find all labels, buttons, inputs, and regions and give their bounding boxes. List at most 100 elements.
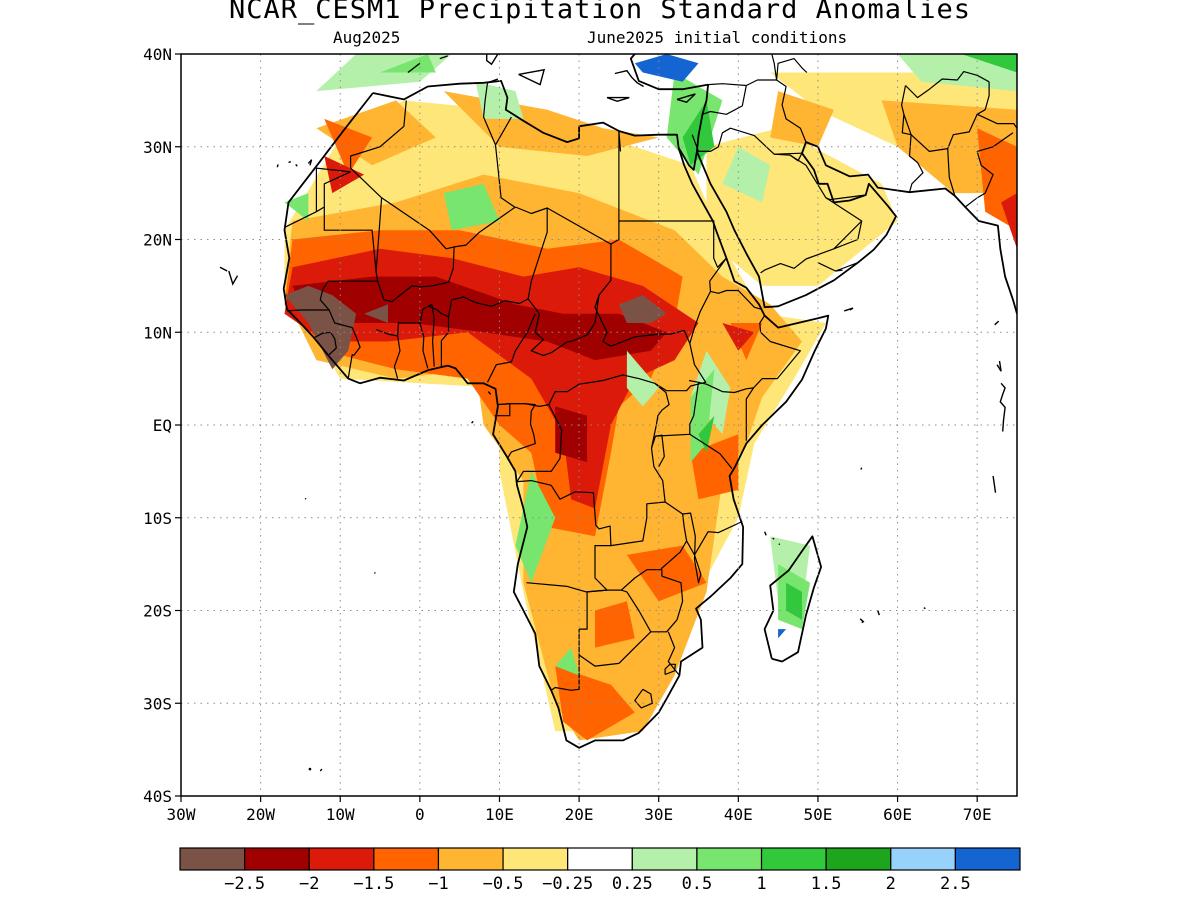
country-border xyxy=(550,629,580,691)
country-border xyxy=(286,207,379,312)
anomaly-dry-severe-area xyxy=(284,285,357,370)
africa-coastline xyxy=(282,80,830,749)
colorbar-swatch xyxy=(308,847,375,871)
colorbar-label: 2 xyxy=(886,874,896,894)
anomaly-wet-moderate-area xyxy=(515,471,556,583)
colorbar-swatch xyxy=(954,847,1021,871)
lon-tick-label: 60E xyxy=(883,805,912,824)
country-border xyxy=(905,70,990,99)
island xyxy=(486,54,499,66)
country-border xyxy=(375,197,383,273)
country-border xyxy=(486,313,536,383)
anomaly-wet-moderate-area xyxy=(443,183,500,231)
anomaly-wet-moderate-area xyxy=(555,647,580,676)
country-border xyxy=(328,309,361,356)
country-border xyxy=(618,130,622,152)
anomaly-wet-strong-area xyxy=(786,582,802,620)
colorbar-label: −2 xyxy=(299,874,319,894)
colorbar-swatch xyxy=(179,847,246,871)
island xyxy=(518,68,546,86)
lon-tick-label: 40E xyxy=(724,805,753,824)
country-border xyxy=(393,335,401,379)
island xyxy=(295,163,298,167)
lat-tick-label: 20S xyxy=(143,602,172,621)
island xyxy=(471,420,474,424)
chart-title: NCAR_CESM1 Precipitation Standard Anomal… xyxy=(229,0,971,25)
anomaly-wet-light-area xyxy=(897,54,1017,92)
anomaly-wet-light-area xyxy=(626,350,659,407)
colorbar-label: −0.25 xyxy=(542,874,593,894)
island xyxy=(341,799,342,800)
island xyxy=(999,382,1006,432)
lon-tick-label: 30E xyxy=(644,805,673,824)
country-border xyxy=(515,206,612,245)
lat-tick-label: EQ xyxy=(153,416,172,435)
anomaly-dry-strong-area xyxy=(626,545,707,602)
colorbar-swatch xyxy=(502,847,569,871)
anomaly-wet-light-area xyxy=(722,146,771,203)
anomaly-wet-strong-area xyxy=(961,54,1017,73)
island xyxy=(614,69,644,88)
island xyxy=(219,266,228,272)
colorbar-label: 1 xyxy=(756,874,766,894)
colorbar-label: 1.5 xyxy=(811,874,842,894)
island xyxy=(996,360,1002,372)
country-border xyxy=(825,194,866,201)
colorbar-swatch xyxy=(373,847,440,871)
country-border xyxy=(710,289,761,310)
lon-tick-label: 10W xyxy=(326,805,355,824)
country-border xyxy=(350,167,516,250)
island xyxy=(307,159,313,166)
anomaly-wet-very-strong-area xyxy=(778,629,787,639)
country-border xyxy=(506,403,536,471)
country-border xyxy=(708,83,747,87)
lat-tick-label: 40N xyxy=(143,45,172,64)
anomaly-dry-severe-area xyxy=(364,304,388,323)
colorbar-swatch xyxy=(760,847,827,871)
lon-tick-label: 70E xyxy=(963,805,992,824)
island xyxy=(228,270,239,286)
island xyxy=(439,55,448,60)
country-border xyxy=(578,575,684,667)
island xyxy=(860,467,863,470)
country-border xyxy=(610,501,688,570)
colorbar-swatch xyxy=(696,847,763,871)
anomaly-dry-very-strong-area xyxy=(1001,193,1017,249)
island xyxy=(276,164,279,168)
coastline-segment xyxy=(696,141,1017,314)
colorbar-label: 0.25 xyxy=(612,874,653,894)
country-border xyxy=(375,296,529,337)
country-border xyxy=(483,82,515,208)
lon-tick-label: 20E xyxy=(565,805,594,824)
lat-tick-label: 30N xyxy=(143,138,172,157)
colorbar-label: −1 xyxy=(428,874,448,894)
anomaly-dry-strong-area xyxy=(324,118,373,175)
country-border xyxy=(494,116,512,146)
island xyxy=(308,767,312,771)
lon-tick-label: 50E xyxy=(803,805,832,824)
country-border xyxy=(527,208,600,356)
country-border xyxy=(753,315,802,389)
colorbar-swatch xyxy=(437,847,504,871)
island xyxy=(772,537,775,540)
country-border xyxy=(817,262,836,272)
country-border xyxy=(284,167,351,228)
country-border xyxy=(621,589,652,633)
country-border xyxy=(667,631,680,676)
lat-tick-label: 10N xyxy=(143,323,172,342)
country-border xyxy=(347,354,353,379)
coastline-segment xyxy=(677,84,709,171)
graticule xyxy=(181,54,1017,796)
country-border xyxy=(655,379,700,437)
colorbar-label: −1.5 xyxy=(353,874,394,894)
anomaly-dry-severe-area xyxy=(618,295,667,323)
lon-tick-label: 10E xyxy=(485,805,514,824)
country-border xyxy=(350,100,407,169)
country-border xyxy=(607,569,663,591)
country-border xyxy=(313,331,337,356)
island xyxy=(319,768,323,772)
country-border xyxy=(689,221,728,344)
colorbar-label: 2.5 xyxy=(940,874,971,894)
